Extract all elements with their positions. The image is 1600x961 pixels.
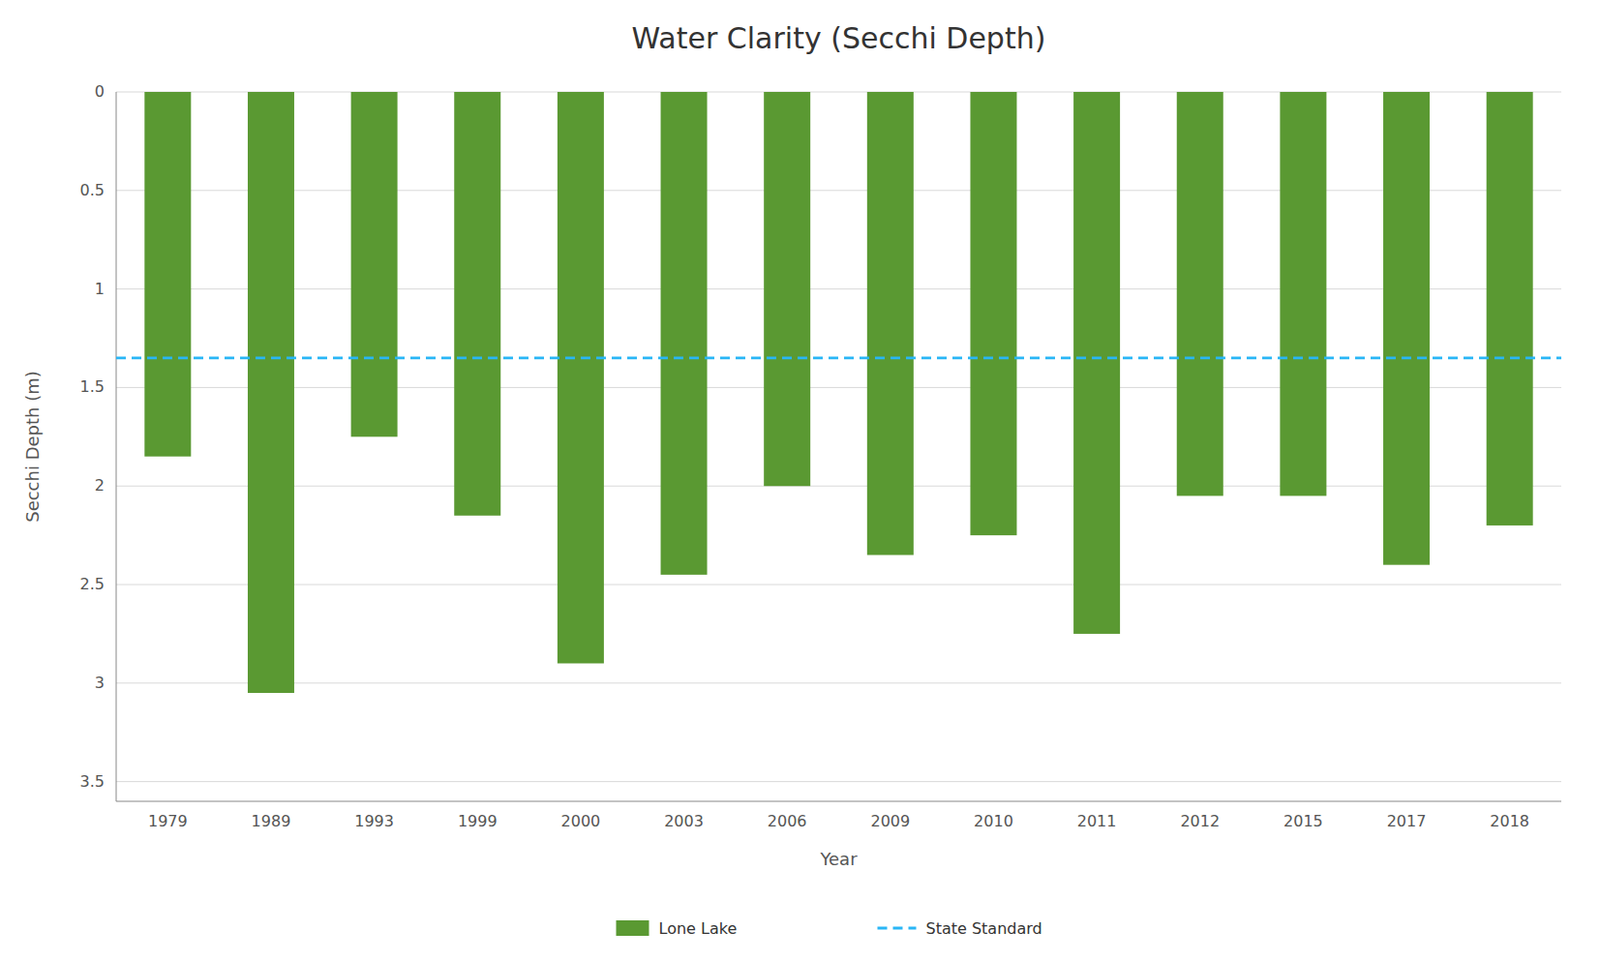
bar [1279,91,1327,496]
y-tick-label: 2.5 [80,574,105,594]
legend-label: State Standard [926,919,1043,938]
x-tick-label: 1999 [457,812,498,831]
bar [867,91,914,555]
background [0,0,1600,961]
bar [144,91,191,457]
x-tick-label: 2009 [870,812,910,831]
bar [763,91,811,486]
plot-area [116,91,1562,694]
x-tick-label: 2018 [1489,812,1530,831]
bar [351,91,398,437]
y-tick-label: 1.5 [80,377,105,396]
y-tick-label: 3 [94,673,105,693]
x-axis-label: Year [818,848,858,870]
y-tick-label: 1 [94,279,105,299]
state-standard-line [116,356,1562,360]
grid-line [116,387,1562,389]
bar [1486,91,1534,526]
grid-line [116,584,1562,586]
grid-line [116,682,1562,684]
y-axis-line [116,91,118,802]
x-tick-label: 2012 [1179,812,1220,831]
bar [1177,91,1224,496]
y-tick-label: 0 [94,82,105,101]
legend: Lone Lake State Standard [616,919,1043,938]
x-tick-label: 2010 [973,812,1014,831]
grid-line [116,288,1562,290]
bar [557,91,604,664]
x-tick-label: 2015 [1283,812,1324,831]
grid-line [116,781,1562,783]
y-tick-label: 3.5 [80,772,105,791]
chart: Water Clarity (Secchi Depth) 0 0.5 1 1.5 2 2.5… [0,0,1600,961]
x-tick-label: 2017 [1387,812,1427,831]
bar [247,91,295,694]
grid-line [116,189,1562,191]
y-tick-label: 0.5 [80,181,105,200]
bar [1073,91,1120,634]
x-tick-label: 1989 [251,812,292,831]
title: Water Clarity (Secchi Depth) [632,21,1047,56]
bar [453,91,501,516]
legend-swatch [877,927,917,931]
grid-line [116,485,1562,487]
bar [1383,91,1430,566]
grid [116,91,1562,783]
bar [661,91,708,575]
y-axis-label: Secchi Depth (m) [22,370,43,523]
legend-label: Lone Lake [659,919,738,938]
x-axis-line [116,801,1562,803]
x-tick-label: 1993 [354,812,394,831]
x-tick-label: 1979 [148,812,188,831]
y-tick-label: 2 [94,476,105,495]
x-tick-label: 2003 [664,812,704,831]
legend-swatch [616,920,650,936]
x-tick-label: 2000 [561,812,602,831]
grid-line [116,91,1562,93]
x-tick-label: 2011 [1077,812,1117,831]
bar [969,91,1017,536]
x-tick-label: 2006 [767,812,808,831]
